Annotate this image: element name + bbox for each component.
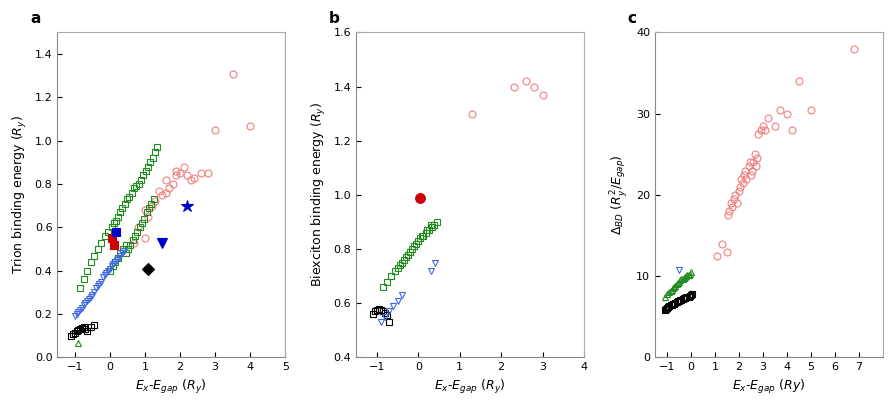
Y-axis label: Trion binding energy ($R_y$): Trion binding energy ($R_y$) (11, 116, 30, 274)
Text: a: a (30, 11, 40, 26)
Text: c: c (628, 11, 637, 26)
Y-axis label: $\Delta_{BD}$ ($R_y^2$/$E_{gap}$): $\Delta_{BD}$ ($R_y^2$/$E_{gap}$) (609, 155, 630, 235)
X-axis label: $E_x$-$E_{gap}$ ($R_y$): $E_x$-$E_{gap}$ ($R_y$) (434, 378, 506, 396)
Y-axis label: Biexciton binding energy ($R_y$): Biexciton binding energy ($R_y$) (310, 102, 328, 287)
X-axis label: $E_x$-$E_{gap}$ ($R_y$): $E_x$-$E_{gap}$ ($R_y$) (136, 378, 207, 396)
Text: b: b (329, 11, 340, 26)
X-axis label: $E_x$-$E_{gap}$ ($Ry$): $E_x$-$E_{gap}$ ($Ry$) (732, 378, 805, 396)
